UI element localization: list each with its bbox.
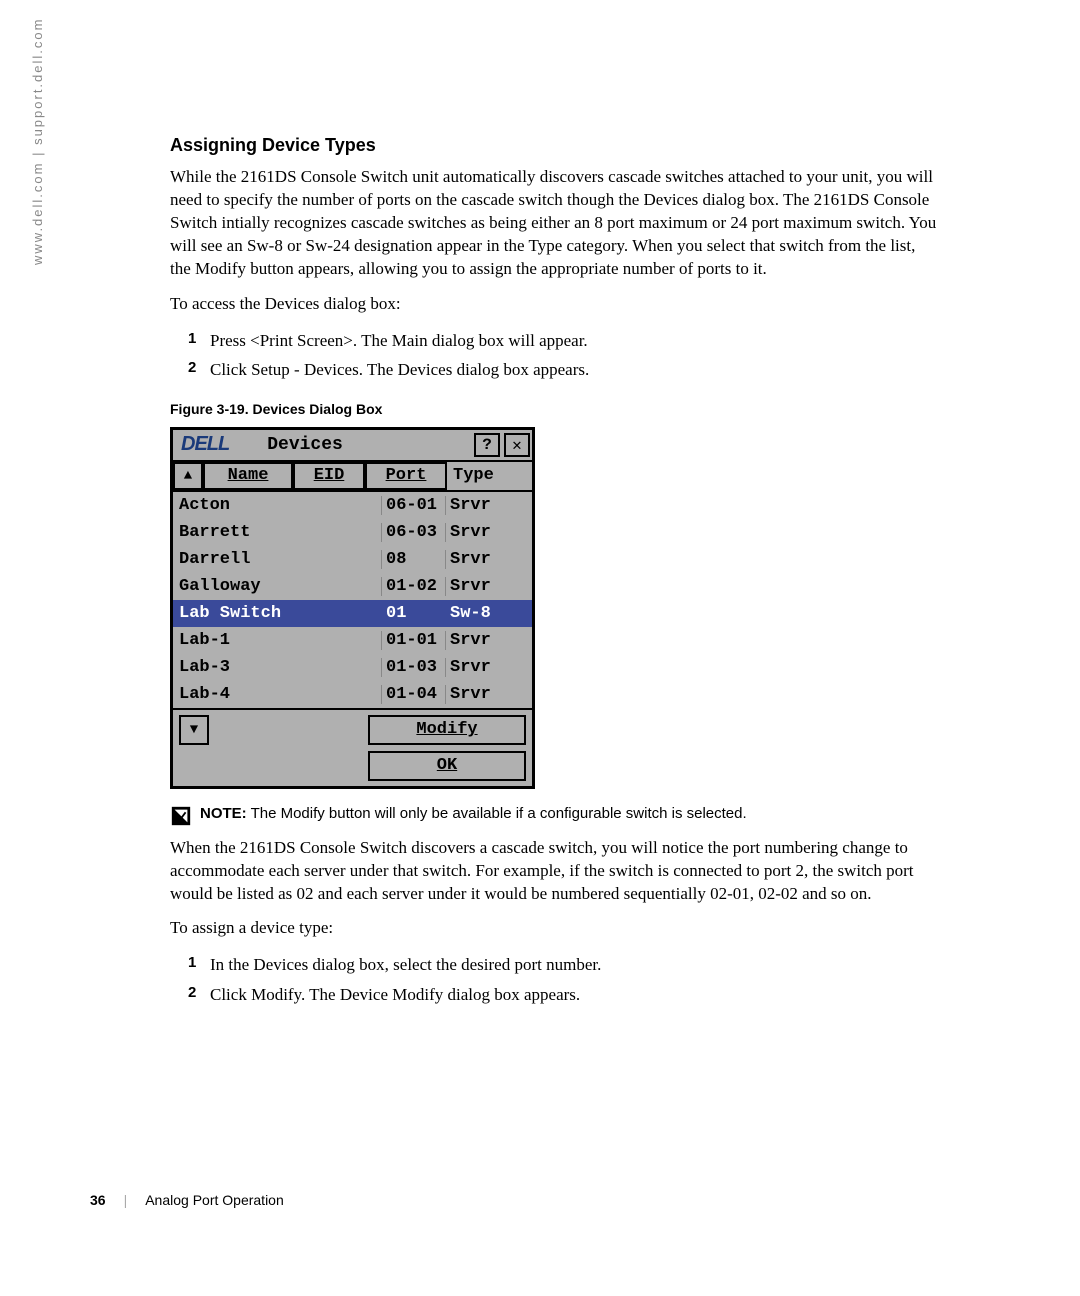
type-column-header: Type xyxy=(447,462,532,490)
cell-name: Galloway xyxy=(173,577,381,596)
separator: | xyxy=(124,1192,128,1208)
cell-port: 06-01 xyxy=(381,496,446,515)
help-button[interactable]: ? xyxy=(474,433,500,457)
paragraph-numbering: When the 2161DS Console Switch discovers… xyxy=(170,837,940,906)
step-2: 2 Click Setup - Devices. The Devices dial… xyxy=(188,357,940,383)
note-icon xyxy=(170,805,192,827)
step-1: 1 Press <Print Screen>. The Main dialog b… xyxy=(188,328,940,354)
page-footer: 36 | Analog Port Operation xyxy=(90,1192,284,1208)
col-label: Type xyxy=(453,466,494,485)
col-label: Name xyxy=(228,466,269,485)
note: NOTE: The Modify button will only be ava… xyxy=(170,805,940,827)
devices-dialog: DELL Devices ? ✕ ▲ Name EID Port Type Ac… xyxy=(170,427,535,789)
cell-port: 06-03 xyxy=(381,523,446,542)
note-label: NOTE: xyxy=(200,805,247,822)
step-num: 1 xyxy=(188,952,196,975)
step-text: In the Devices dialog box, select the de… xyxy=(210,955,601,974)
cell-name: Lab-1 xyxy=(173,631,381,650)
cell-type: Srvr xyxy=(446,658,532,677)
button-label: Modify xyxy=(416,720,477,739)
col-label: EID xyxy=(314,466,345,485)
table-row[interactable]: Lab Switch01Sw-8 xyxy=(173,600,532,627)
cell-type: Srvr xyxy=(446,685,532,704)
cell-port: 01-02 xyxy=(381,577,446,596)
cell-type: Srvr xyxy=(446,523,532,542)
cell-type: Srvr xyxy=(446,496,532,515)
device-list: Acton06-01SrvrBarrett06-03SrvrDarrell08S… xyxy=(173,492,532,708)
step-text: Click Setup - Devices. The Devices dialo… xyxy=(210,360,589,379)
cell-name: Lab Switch xyxy=(173,604,381,623)
page-content: Assigning Device Types While the 2161DS … xyxy=(170,135,940,1019)
paragraph-access: To access the Devices dialog box: xyxy=(170,293,940,316)
access-steps: 1 Press <Print Screen>. The Main dialog b… xyxy=(188,328,940,383)
table-row[interactable]: Galloway01-02Srvr xyxy=(173,573,532,600)
cell-name: Acton xyxy=(173,496,381,515)
table-row[interactable]: Darrell08Srvr xyxy=(173,546,532,573)
col-label: Port xyxy=(386,466,427,485)
button-label: OK xyxy=(437,756,457,775)
cell-type: Sw-8 xyxy=(446,604,532,623)
cell-name: Barrett xyxy=(173,523,381,542)
cell-name: Lab-3 xyxy=(173,658,381,677)
scroll-up-button[interactable]: ▲ xyxy=(173,462,203,490)
note-body: The Modify button will only be available… xyxy=(247,805,747,822)
assign-step-1: 1 In the Devices dialog box, select the d… xyxy=(188,952,940,978)
cell-type: Srvr xyxy=(446,550,532,569)
assign-steps: 1 In the Devices dialog box, select the d… xyxy=(188,952,940,1007)
page-number: 36 xyxy=(90,1192,106,1208)
section-heading: Assigning Device Types xyxy=(170,135,940,156)
paragraph-intro: While the 2161DS Console Switch unit aut… xyxy=(170,166,940,281)
step-text: Click Modify. The Device Modify dialog b… xyxy=(210,985,580,1004)
cell-name: Darrell xyxy=(173,550,381,569)
name-column-header[interactable]: Name xyxy=(203,462,293,490)
ok-button[interactable]: OK xyxy=(368,751,526,781)
table-row[interactable]: Lab-101-01Srvr xyxy=(173,627,532,654)
table-row[interactable]: Acton06-01Srvr xyxy=(173,492,532,519)
scroll-down-button[interactable]: ▼ xyxy=(179,715,209,745)
dialog-title: Devices xyxy=(237,435,472,455)
cell-name: Lab-4 xyxy=(173,685,381,704)
dialog-titlebar: DELL Devices ? ✕ xyxy=(173,430,532,462)
section-name: Analog Port Operation xyxy=(145,1192,284,1208)
step-num: 2 xyxy=(188,982,196,1005)
port-column-header[interactable]: Port xyxy=(365,462,447,490)
cell-port: 01-04 xyxy=(381,685,446,704)
cell-port: 08 xyxy=(381,550,446,569)
close-button[interactable]: ✕ xyxy=(504,433,530,457)
table-row[interactable]: Lab-301-03Srvr xyxy=(173,654,532,681)
step-num: 1 xyxy=(188,328,196,351)
table-row[interactable]: Lab-401-04Srvr xyxy=(173,681,532,708)
step-num: 2 xyxy=(188,357,196,380)
dell-logo: DELL xyxy=(173,433,237,456)
cell-type: Srvr xyxy=(446,577,532,596)
figure-caption: Figure 3-19. Devices Dialog Box xyxy=(170,401,940,417)
table-row[interactable]: Barrett06-03Srvr xyxy=(173,519,532,546)
assign-step-2: 2 Click Modify. The Device Modify dialog … xyxy=(188,982,940,1008)
scroll-down-icon: ▼ xyxy=(190,722,198,738)
cell-port: 01-03 xyxy=(381,658,446,677)
eid-column-header[interactable]: EID xyxy=(293,462,365,490)
modify-button[interactable]: Modify xyxy=(368,715,526,745)
cell-port: 01-01 xyxy=(381,631,446,650)
cell-port: 01 xyxy=(381,604,446,623)
dialog-footer: ▼ Modify OK xyxy=(173,708,532,786)
scroll-up-icon: ▲ xyxy=(184,468,192,484)
column-headers: ▲ Name EID Port Type xyxy=(173,462,532,492)
side-url: www.dell.com | support.dell.com xyxy=(30,18,45,265)
step-text: Press <Print Screen>. The Main dialog bo… xyxy=(210,331,588,350)
cell-type: Srvr xyxy=(446,631,532,650)
note-text: NOTE: The Modify button will only be ava… xyxy=(200,805,747,822)
paragraph-assign: To assign a device type: xyxy=(170,917,940,940)
